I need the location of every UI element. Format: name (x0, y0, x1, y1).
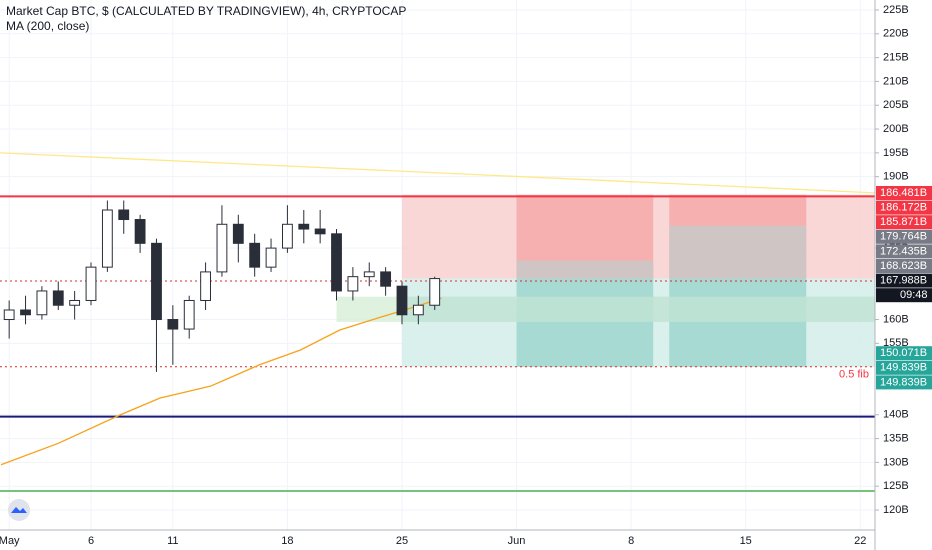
candle-body (151, 242, 162, 321)
candle-body (331, 233, 342, 292)
candle-body (183, 299, 195, 330)
price-label: 172.435B (880, 245, 927, 257)
candle-body (118, 209, 130, 221)
price-label: 168.623B (880, 260, 927, 272)
price-label-bg (876, 259, 932, 273)
candle-body (101, 209, 113, 268)
candle-body (52, 290, 64, 306)
y-tick-label: 225B (883, 4, 909, 16)
position-box (336, 296, 402, 322)
x-tick-label: 25 (396, 535, 408, 547)
price-label: 149.839B (880, 376, 927, 388)
x-tick-label: 8 (628, 535, 634, 547)
candle-body (216, 223, 228, 273)
candle-body (134, 219, 146, 244)
y-tick-label: 210B (883, 75, 909, 87)
candle-body (363, 271, 375, 278)
price-label-bg (876, 244, 932, 259)
price-label: 186.172B (880, 202, 927, 214)
position-box (669, 225, 807, 279)
candle-body (412, 304, 424, 316)
price-label-bg (876, 186, 932, 200)
candle-body (20, 309, 31, 316)
countdown: 09:48 (900, 289, 928, 301)
candle-body (200, 271, 211, 301)
y-tick-label: 130B (883, 456, 909, 468)
countdown-bg (876, 288, 932, 303)
position-box (516, 278, 654, 367)
price-label-bg (876, 215, 932, 230)
candle-body (232, 223, 244, 244)
x-tick-label: May (0, 535, 20, 547)
y-tick-label: 220B (883, 28, 909, 40)
fib-label: 0.5 fib (839, 369, 869, 381)
candle-body (249, 242, 261, 268)
y-tick-label: 215B (883, 52, 909, 64)
axis-labels: May 6 11 18 25 Jun 8 15 22 225B 220B 215B 210B 205B 20… (0, 4, 932, 547)
moving-average (0, 297, 442, 466)
candle-body (282, 223, 293, 249)
y-tick-label: 200B (883, 123, 909, 135)
candle-body (3, 309, 15, 321)
candle-body (265, 247, 277, 268)
x-tick-label: 22 (854, 535, 866, 547)
chart-title: Market Cap BTC, $ (CALCULATED BY TRADING… (6, 4, 406, 18)
y-tick-label: 140B (883, 409, 909, 421)
price-label-bg (876, 273, 932, 288)
y-tick-label: 195B (883, 147, 909, 159)
x-tick-label: 6 (88, 535, 94, 547)
position-box (401, 296, 875, 322)
candle-body (69, 299, 81, 306)
plot-area: 0.5 fib (0, 0, 876, 530)
y-tick-label: 160B (883, 313, 909, 325)
price-label-bg (876, 229, 932, 244)
y-tick-label: 135B (883, 432, 909, 444)
y-tick-label: 205B (883, 99, 909, 111)
position-box (516, 260, 654, 279)
logo-mark (11, 507, 27, 513)
candle-body (298, 223, 310, 230)
price-label: 179.764B (880, 231, 927, 243)
price-label: 186.481B (880, 187, 927, 199)
candle-body (396, 285, 408, 316)
candle-body (85, 266, 97, 301)
price-label-bg (876, 200, 932, 215)
y-tick-label: 120B (883, 504, 909, 516)
y-tick-label: 190B (883, 171, 909, 183)
indicator-label: MA (200, close) (6, 19, 89, 33)
price-label-bg (876, 346, 932, 361)
y-tick-label: 125B (883, 480, 909, 492)
price-label: 149.839B (880, 362, 927, 374)
x-tick-label: 11 (167, 535, 178, 547)
candle-body (347, 276, 359, 292)
trend-line (0, 152, 876, 194)
candle-body (380, 271, 392, 287)
price-label-bg (876, 375, 932, 390)
candle-body (429, 278, 441, 306)
price-label-bg (876, 360, 932, 375)
price-label: 150.071B (880, 347, 927, 359)
x-tick-label: 15 (740, 535, 752, 547)
candle-body (314, 228, 326, 235)
x-tick-label: 18 (281, 535, 293, 547)
x-tick-label: Jun (508, 535, 526, 547)
price-label: 185.871B (880, 216, 927, 228)
candle-body (167, 319, 179, 330)
candle-body (36, 290, 48, 316)
price-label: 167.988B (880, 275, 927, 287)
position-box (669, 278, 807, 367)
